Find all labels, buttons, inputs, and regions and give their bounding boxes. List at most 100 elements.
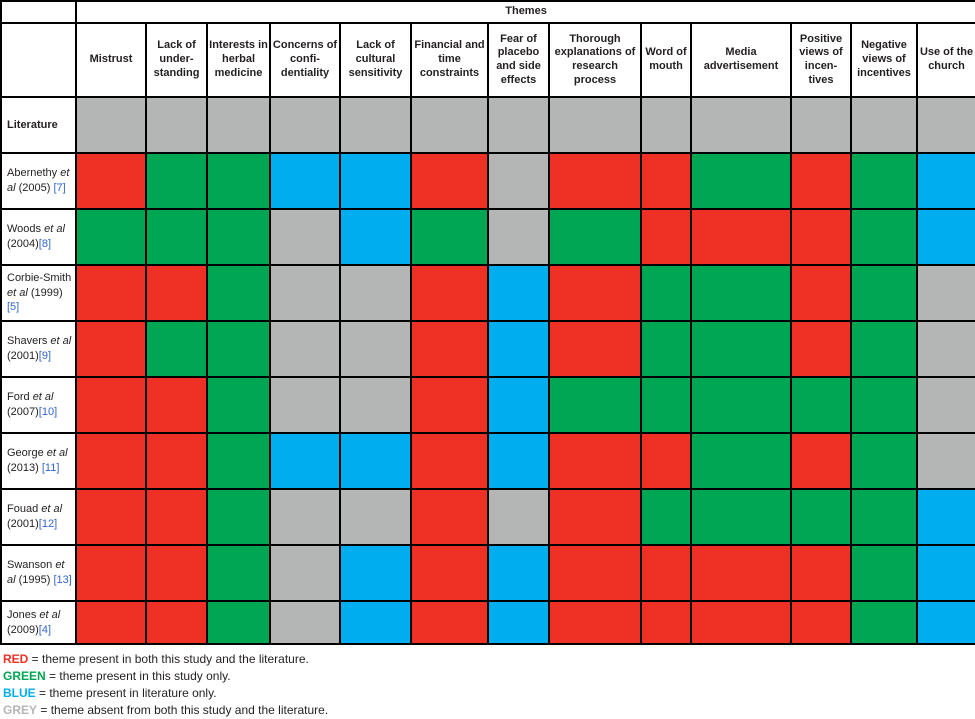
theme-cell-blue <box>339 544 412 602</box>
theme-cell-red <box>410 600 489 645</box>
legend-line: RED = theme present in both this study a… <box>3 651 975 668</box>
theme-cell-grey <box>269 376 341 434</box>
row-label-text: Literature <box>7 118 58 131</box>
citation-link[interactable]: [10] <box>38 406 58 418</box>
study-row: Shavers et al (2001)[9] <box>0 320 975 378</box>
citation-link[interactable]: [13] <box>53 574 72 586</box>
citation-link[interactable]: [4] <box>38 623 52 636</box>
theme-cell-grey <box>269 208 341 266</box>
theme-cell-green <box>690 432 792 490</box>
theme-cell-red <box>145 544 208 602</box>
theme-cell-red <box>548 264 642 322</box>
row-label: Woods et al (2004)[8] <box>0 208 77 266</box>
theme-cell-green <box>410 208 489 266</box>
theme-cell-red <box>690 544 792 602</box>
row-label-column-header <box>0 22 77 98</box>
theme-cell-blue <box>915 488 975 546</box>
study-row: George et al (2013) [11] <box>0 432 975 490</box>
theme-cell-blue <box>915 208 975 266</box>
theme-cell-blue <box>487 376 550 434</box>
theme-cell-red <box>410 264 489 322</box>
theme-cell-green <box>790 488 852 546</box>
study-row: Corbie-Smith et al (1999) [5] <box>0 264 975 322</box>
theme-cell-grey <box>339 264 412 322</box>
row-label-text: (2001) <box>7 350 39 362</box>
theme-cell-grey <box>269 96 341 154</box>
citation-link[interactable]: [9] <box>38 350 52 362</box>
theme-cell-red <box>410 320 489 378</box>
theme-cell-grey <box>640 96 692 154</box>
theme-cell-blue <box>339 152 412 210</box>
theme-cell-grey <box>269 488 341 546</box>
citation-link[interactable]: [8] <box>38 238 52 250</box>
theme-cell-red <box>790 320 852 378</box>
matrix-body: Literature Abernethy et al (2005) [7] Wood… <box>0 96 975 645</box>
theme-cell-green <box>640 264 692 322</box>
theme-cell-green <box>690 488 792 546</box>
theme-cell-grey <box>915 96 975 154</box>
legend-term: BLUE <box>3 686 36 700</box>
theme-cell-grey <box>206 96 271 154</box>
theme-cell-grey <box>915 432 975 490</box>
row-label: George et al (2013) [11] <box>0 432 77 490</box>
row-label: Ford et al (2007)[10] <box>0 376 77 434</box>
row-label: Literature <box>0 96 77 154</box>
theme-cell-red <box>640 152 692 210</box>
row-label: Shavers et al (2001)[9] <box>0 320 77 378</box>
legend: RED = theme present in both this study a… <box>3 651 975 719</box>
theme-cell-green <box>206 152 271 210</box>
row-label-text: Corbie-Smith <box>7 271 72 284</box>
theme-cell-grey <box>548 96 642 154</box>
theme-cell-red <box>640 432 692 490</box>
theme-cell-red <box>75 544 147 602</box>
row-label-text: (2001) <box>7 518 39 530</box>
theme-cell-green <box>640 320 692 378</box>
theme-cell-blue <box>487 544 550 602</box>
study-row: Abernethy et al (2005) [7] <box>0 152 975 210</box>
theme-cell-blue <box>915 600 975 645</box>
theme-cell-green <box>850 208 918 266</box>
legend-term: RED <box>3 652 29 666</box>
theme-cell-red <box>548 544 642 602</box>
row-label-text: et al <box>46 447 68 460</box>
citation-link[interactable]: [11] <box>41 462 60 474</box>
column-header-5: Lack of cultural sensitivity <box>339 22 412 98</box>
theme-cell-red <box>75 320 147 378</box>
theme-cell-blue <box>339 208 412 266</box>
row-label: Swanson et al (1995) [13] <box>0 544 77 602</box>
row-label-text: et al <box>7 167 70 194</box>
row-label-text: (2009) <box>7 623 39 636</box>
theme-cell-blue <box>915 152 975 210</box>
row-label-text: Shavers <box>7 335 51 348</box>
row-label: Jones et al (2009)[4] <box>0 600 77 645</box>
study-row: Fouad et al (2001)[12] <box>0 488 975 546</box>
legend-line: GREY = theme absent from both this study… <box>3 702 975 719</box>
theme-cell-green <box>850 488 918 546</box>
theme-cell-blue <box>339 432 412 490</box>
legend-text: = theme present in this study only. <box>45 669 231 683</box>
theme-cell-green <box>206 432 271 490</box>
row-label-text: Woods <box>7 223 45 236</box>
theme-cell-red <box>640 208 692 266</box>
row-label-text: Fouad <box>7 503 42 516</box>
citation-link[interactable]: [7] <box>53 182 66 194</box>
theme-cell-red <box>75 152 147 210</box>
theme-cell-grey <box>690 96 792 154</box>
theme-cell-red <box>790 152 852 210</box>
theme-cell-red <box>640 544 692 602</box>
column-header-6: Financial and time constraints <box>410 22 489 98</box>
theme-cell-red <box>410 488 489 546</box>
column-header-2: Lack of under-standing <box>145 22 208 98</box>
theme-cell-red <box>640 600 692 645</box>
legend-text: = theme absent from both this study and … <box>37 703 329 717</box>
theme-cell-red <box>548 152 642 210</box>
row-label-text: Ford <box>7 391 33 404</box>
citation-link[interactable]: [5] <box>7 301 20 314</box>
theme-cell-grey <box>269 600 341 645</box>
citation-link[interactable]: [12] <box>38 518 58 530</box>
theme-cell-grey <box>339 488 412 546</box>
theme-cell-red <box>75 376 147 434</box>
row-label-text: et al <box>41 503 63 516</box>
column-header-11: Positive views of incen-tives <box>790 22 852 98</box>
theme-cell-red <box>548 488 642 546</box>
